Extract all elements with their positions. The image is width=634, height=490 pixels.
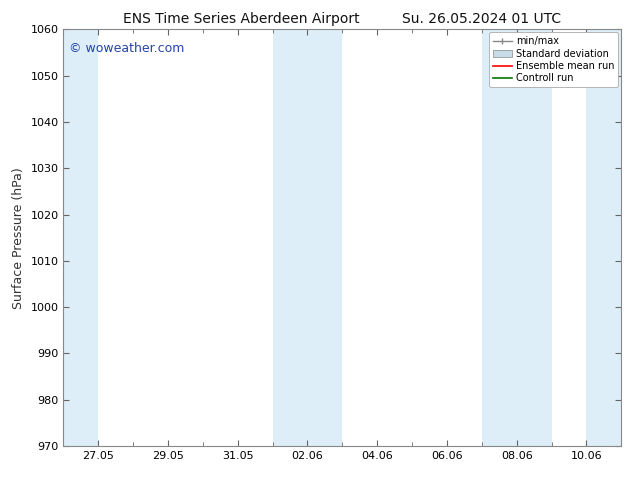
Bar <box>482 29 517 446</box>
Text: © woweather.com: © woweather.com <box>69 42 184 55</box>
Y-axis label: Surface Pressure (hPa): Surface Pressure (hPa) <box>12 167 25 309</box>
Legend: min/max, Standard deviation, Ensemble mean run, Controll run: min/max, Standard deviation, Ensemble me… <box>489 32 618 87</box>
Bar <box>307 29 342 446</box>
Bar <box>586 29 621 446</box>
Bar <box>273 29 307 446</box>
Bar <box>63 29 98 446</box>
Text: Su. 26.05.2024 01 UTC: Su. 26.05.2024 01 UTC <box>403 12 561 26</box>
Text: ENS Time Series Aberdeen Airport: ENS Time Series Aberdeen Airport <box>122 12 359 26</box>
Bar <box>517 29 552 446</box>
